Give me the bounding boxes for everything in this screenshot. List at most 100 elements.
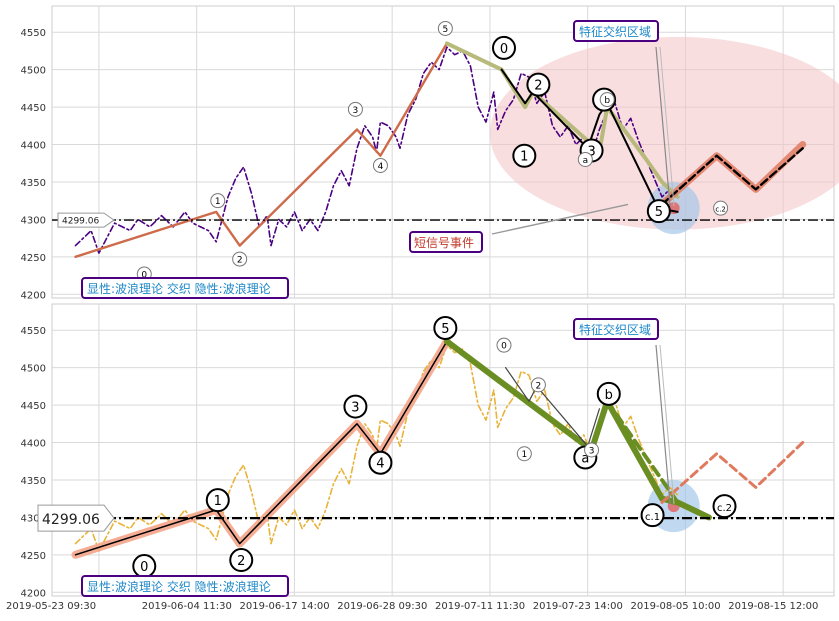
wave-label-circle bbox=[433, 315, 458, 340]
x-tick-label: 2019-06-04 11:30 bbox=[142, 601, 232, 612]
wave-label-circle bbox=[229, 548, 254, 573]
wave-label-circle bbox=[640, 503, 665, 528]
wave-label-circle bbox=[646, 199, 671, 224]
reference-label: 4299.06 bbox=[62, 217, 99, 227]
wave-label: 3 bbox=[353, 106, 359, 116]
wave-label: 5 bbox=[441, 322, 449, 337]
reference-label-tag bbox=[57, 212, 115, 228]
feature-box-frame bbox=[573, 318, 659, 340]
wave-label: c.2 bbox=[717, 503, 732, 514]
wave-label: c.1 bbox=[645, 512, 660, 523]
y-tick-label: 4350 bbox=[21, 476, 46, 487]
wave-label-circle bbox=[584, 442, 600, 458]
feature-pointer bbox=[655, 46, 671, 206]
wave-label: 2 bbox=[237, 554, 245, 569]
wave-label-circle bbox=[512, 143, 537, 168]
feature-box-text: 特征交织区域 bbox=[579, 322, 651, 337]
wave-label-circle bbox=[577, 151, 593, 167]
wave-label: b bbox=[604, 96, 610, 106]
x-tick-label: 2019-07-11 11:30 bbox=[435, 601, 525, 612]
x-tick-label: 2019-05-23 09:30 bbox=[6, 601, 96, 612]
y-tick-label: 4500 bbox=[21, 66, 46, 77]
x-tick-label: 2019-07-23 14:00 bbox=[533, 601, 623, 612]
series-forecast-dashed bbox=[660, 147, 804, 206]
wave-label-circle bbox=[491, 35, 516, 60]
series-wave-green bbox=[443, 338, 712, 521]
wave-label: 5 bbox=[442, 25, 448, 35]
wave-label-circle bbox=[496, 337, 512, 353]
series-price-dashdot bbox=[74, 46, 679, 254]
series-wave-green-dash bbox=[605, 399, 680, 505]
feature-box-frame bbox=[573, 20, 659, 42]
feature-pointer-shadow bbox=[659, 46, 675, 206]
wave-label-circle bbox=[516, 446, 532, 462]
signal-pointer bbox=[491, 203, 629, 235]
feature-box-text: 特征交织区域 bbox=[579, 24, 651, 39]
wave-label-circle bbox=[368, 450, 393, 475]
wave-label: 0 bbox=[141, 271, 147, 281]
y-tick-label: 4300 bbox=[21, 513, 46, 524]
x-tick-label: 2019-06-17 14:00 bbox=[240, 601, 330, 612]
wave-label: 2 bbox=[534, 79, 542, 94]
y-tick-label: 4200 bbox=[21, 290, 46, 301]
wave-label-circle bbox=[372, 157, 388, 173]
legend-box-frame bbox=[81, 575, 289, 597]
y-tick-label: 4350 bbox=[21, 178, 46, 189]
legend-box: 显性:波浪理论 交织 隐性:波浪理论 bbox=[81, 277, 289, 299]
wave-label: c.2 bbox=[715, 206, 726, 214]
wave-label-circle bbox=[205, 488, 230, 513]
wave-label-circle bbox=[599, 92, 615, 108]
wave-label: 1 bbox=[214, 494, 222, 509]
wave-label: 3 bbox=[351, 401, 359, 416]
wave-label-circle bbox=[596, 381, 621, 406]
y-tick-label: 4450 bbox=[21, 401, 46, 412]
wave-label: b bbox=[605, 388, 613, 403]
wave-label-circle bbox=[713, 200, 729, 216]
x-tick-label: 2019-08-05 10:00 bbox=[631, 601, 721, 612]
wave-label: 5 bbox=[655, 205, 663, 220]
wave-label: 4 bbox=[376, 457, 384, 472]
wave-label: 2 bbox=[237, 256, 243, 266]
y-tick-label: 4400 bbox=[21, 439, 46, 450]
wave-label-circle bbox=[232, 251, 248, 267]
legend-box: 显性:波浪理论 交织 隐性:波浪理论 bbox=[81, 575, 289, 597]
y-tick-label: 4550 bbox=[21, 326, 46, 337]
wave-label-circle bbox=[530, 377, 546, 393]
wave-label-circle bbox=[210, 193, 226, 209]
wave-label: 0 bbox=[140, 560, 148, 575]
y-tick-label: 4500 bbox=[21, 364, 46, 375]
wave-label: 0 bbox=[500, 42, 508, 57]
legend-box-frame bbox=[81, 277, 289, 299]
x-tick-label: 2019-06-28 09:30 bbox=[337, 601, 427, 612]
y-tick-label: 4200 bbox=[21, 588, 46, 599]
wave-label: 2 bbox=[536, 381, 542, 391]
feature-pointer bbox=[655, 344, 671, 504]
wave-label: 1 bbox=[521, 450, 527, 460]
y-tick-label: 4550 bbox=[21, 28, 46, 39]
legend-box-text: 显性:波浪理论 交织 隐性:波浪理论 bbox=[87, 579, 271, 594]
wave-label: 1 bbox=[215, 197, 221, 207]
y-tick-label: 4450 bbox=[21, 103, 46, 114]
wave-label: 3 bbox=[589, 447, 595, 457]
x-tick-label: 2019-08-15 12:00 bbox=[728, 601, 818, 612]
signal-box-frame bbox=[409, 231, 483, 253]
series-forecast-black bbox=[500, 68, 679, 213]
reference-label-tag bbox=[37, 504, 115, 532]
wave-label-circle bbox=[347, 101, 363, 117]
wave-label: 1 bbox=[520, 150, 528, 165]
series-forecast-salmon-dash bbox=[660, 441, 805, 504]
wave-label: 4 bbox=[378, 162, 384, 172]
wave-label-circle bbox=[712, 494, 737, 519]
y-tick-label: 4400 bbox=[21, 141, 46, 152]
chart-panel-top: 420042504300435044004450450045504299.060… bbox=[21, 5, 839, 301]
wave-label-circle bbox=[437, 20, 453, 36]
signal-box-text: 短信号事件 bbox=[414, 236, 474, 250]
chart-panel-bottom: 4200 4 2 5 0 4300 4350 4400 4450 4500 4550 4299.06 0… bbox=[6, 303, 835, 612]
series-dominant-wave bbox=[74, 42, 449, 258]
reference-label: 4299.06 bbox=[42, 512, 100, 528]
wave-label: a bbox=[583, 156, 589, 166]
wave-label-circle bbox=[526, 72, 551, 97]
wave-label-circle bbox=[343, 394, 368, 419]
wave-label: 0 bbox=[501, 342, 507, 352]
